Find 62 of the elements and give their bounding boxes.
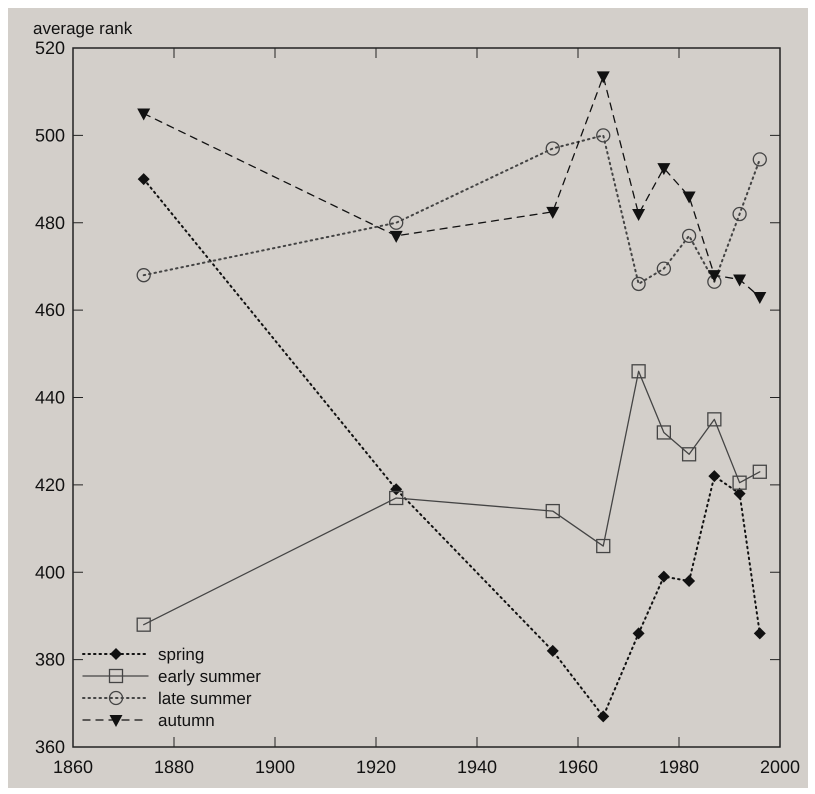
point <box>707 412 722 426</box>
y-tick-label: 480 <box>34 212 65 233</box>
point <box>658 570 670 583</box>
point <box>632 627 645 640</box>
y-axis-title: average rank <box>33 19 133 38</box>
y-tick-label: 400 <box>34 562 65 582</box>
point <box>657 163 670 176</box>
x-tick-label: 1940 <box>456 757 498 777</box>
point <box>734 488 746 500</box>
point <box>707 274 722 289</box>
point <box>546 644 559 657</box>
point <box>754 627 766 640</box>
y-tick-label: 360 <box>34 737 65 757</box>
point <box>632 209 646 222</box>
point <box>631 364 646 378</box>
point <box>546 206 560 219</box>
x-tick-label: 1880 <box>154 757 194 777</box>
y-tick-label: 500 <box>34 125 65 146</box>
point <box>136 268 151 282</box>
point <box>137 108 150 121</box>
x-tick-label: 1900 <box>254 757 296 777</box>
x-tick-label: 1980 <box>658 757 700 777</box>
y-tick-label: 420 <box>34 474 65 495</box>
point <box>682 192 696 204</box>
point <box>546 504 560 518</box>
point <box>546 141 560 156</box>
legend-label: late summer <box>158 689 252 708</box>
point <box>753 292 766 304</box>
legend-label: early summer <box>158 667 262 686</box>
point <box>682 228 696 244</box>
x-tick-label: 1920 <box>356 757 396 777</box>
y-tick-label: 460 <box>34 300 65 320</box>
point <box>390 230 403 243</box>
x-tick-label: 2000 <box>760 757 800 777</box>
y-tick-label: 380 <box>34 650 65 670</box>
point <box>390 483 402 496</box>
point <box>732 206 747 222</box>
point <box>656 261 671 276</box>
point <box>597 710 610 722</box>
point <box>656 425 671 440</box>
legend-label: autumn <box>158 711 215 730</box>
point <box>682 447 696 462</box>
y-tick-label: 520 <box>34 38 65 58</box>
point <box>732 476 747 490</box>
point <box>708 470 720 482</box>
point <box>683 574 696 587</box>
point <box>596 71 610 84</box>
point <box>631 276 646 292</box>
point <box>752 152 767 167</box>
point <box>596 538 610 554</box>
point <box>389 216 404 230</box>
point <box>389 490 404 506</box>
point <box>708 270 721 282</box>
point <box>752 464 767 479</box>
point <box>138 173 150 186</box>
point <box>733 274 746 287</box>
x-tick-label: 1860 <box>52 757 94 777</box>
legend-label: spring <box>158 645 204 664</box>
point <box>596 128 610 143</box>
x-tick-label: 1960 <box>558 757 598 777</box>
point <box>136 618 151 632</box>
y-tick-label: 440 <box>34 388 65 408</box>
